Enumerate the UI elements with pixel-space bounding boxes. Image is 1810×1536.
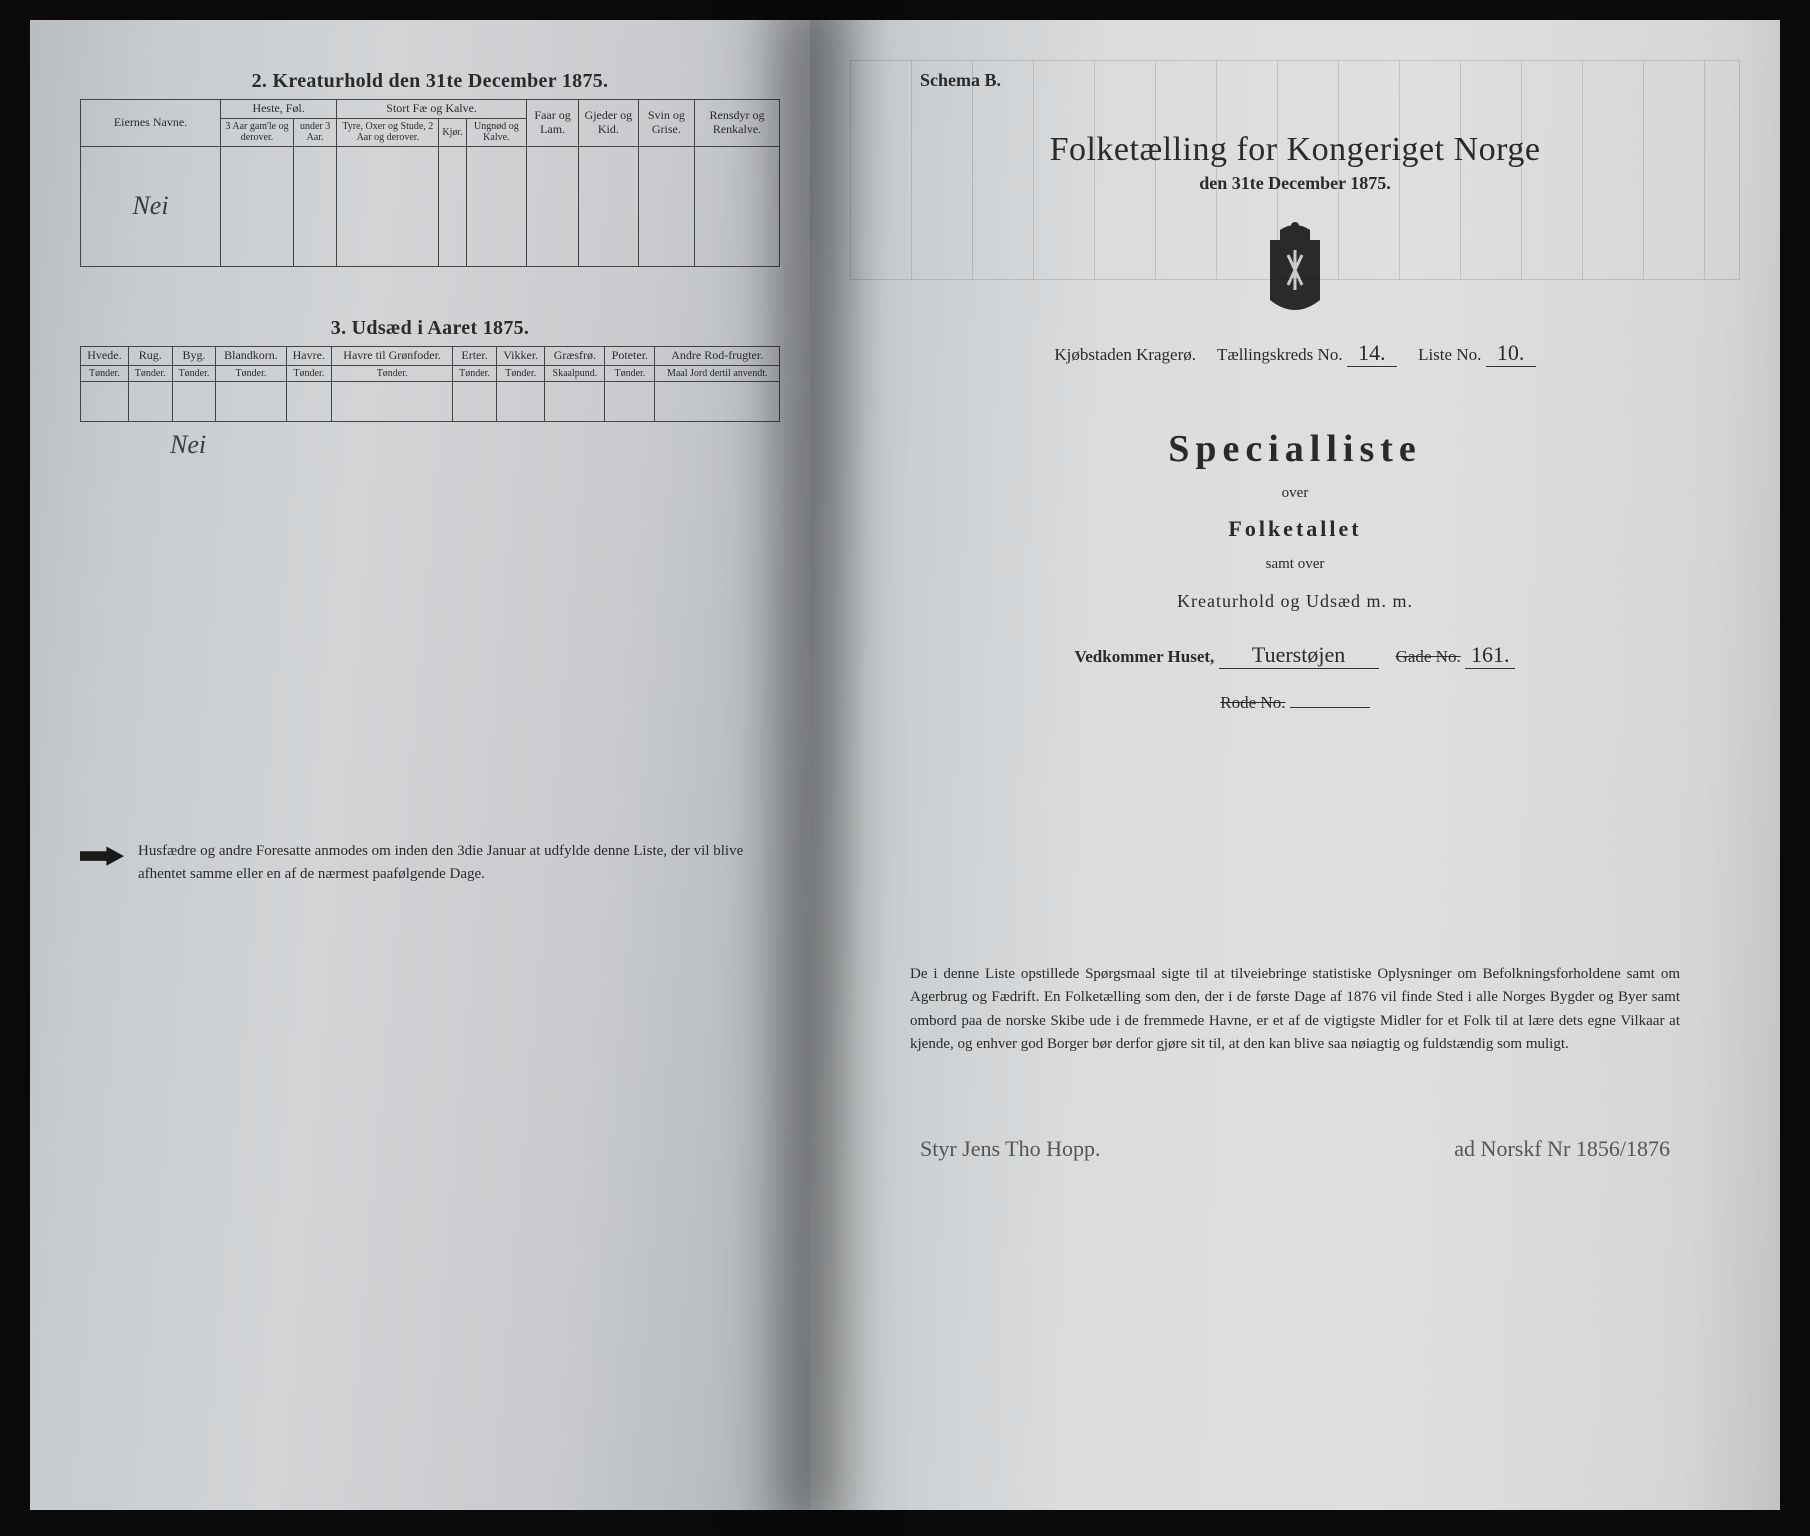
col-byg: Byg. (172, 346, 216, 365)
unit-skaal: Skaalpund. (545, 365, 605, 382)
kreatur-line: Kreaturhold og Udsæd m. m. (880, 591, 1710, 612)
col-erter: Erter. (453, 346, 497, 365)
unit: Tønder. (332, 365, 453, 382)
district-line: Kjøbstaden Kragerø. Tællingskreds No. 14… (880, 340, 1710, 367)
col-h2: under 3 Aar. (294, 118, 337, 146)
unit: Tønder. (286, 365, 332, 382)
table-row: Tønder. Tønder. Tønder. Tønder. Tønder. … (81, 365, 780, 382)
sig-right: ad Norskf Nr 1856/1876 (1454, 1136, 1670, 1162)
col-eier: Eiernes Navne. (81, 100, 221, 147)
liste-label: Liste No. (1418, 345, 1481, 364)
unit: Tønder. (128, 365, 172, 382)
col-gjed: Gjeder og Kid. (579, 100, 639, 147)
tkreds-value: 14. (1347, 340, 1397, 367)
sig-left: Styr Jens Tho Hopp. (920, 1136, 1101, 1162)
footnote-text: Husfædre og andre Foresatte anmodes om i… (138, 840, 780, 885)
unit: Tønder. (216, 365, 286, 382)
col-vikker: Vikker. (496, 346, 545, 365)
samt-over: samt over (880, 556, 1710, 573)
table-row: Hvede. Rug. Byg. Blandkorn. Havre. Havre… (81, 346, 780, 365)
col-rens: Rensdyr og Renkalve. (695, 100, 780, 147)
row1-value: Nei (81, 146, 221, 266)
col-bland: Blandkorn. (216, 346, 286, 365)
section2-title: 2. Kreaturhold den 31te December 1875. (80, 70, 780, 93)
section3-title: 3. Udsæd i Aaret 1875. (80, 317, 780, 340)
col-poteter: Poteter. (605, 346, 655, 365)
footnote: Husfædre og andre Foresatte anmodes om i… (80, 840, 780, 885)
col-s2: Kjør. (439, 118, 466, 146)
grp-heste: Heste, Føl. (221, 100, 337, 119)
udsaed-value: Nei (170, 430, 780, 460)
col-havregr: Havre til Grønfoder. (332, 346, 453, 365)
census-title: Folketælling for Kongeriget Norge (880, 131, 1710, 169)
house-line: Vedkommer Huset, Tuerstøjen Gade No. 161… (880, 642, 1710, 669)
col-svin: Svin og Grise. (638, 100, 694, 147)
col-s1: Tyre, Oxer og Stude, 2 Aar og derover. (337, 118, 439, 146)
col-s3: Ungnød og Kalve. (466, 118, 526, 146)
kjobstad-label: Kjøbstaden Kragerø. (1054, 345, 1196, 364)
unit: Tønder. (172, 365, 216, 382)
vedk-label: Vedkommer Huset, (1075, 647, 1215, 666)
rode-value (1290, 707, 1370, 708)
rode-line: Rode No. (880, 693, 1710, 713)
col-faar: Faar og Lam. (527, 100, 579, 147)
coat-of-arms-icon (1250, 220, 1340, 320)
grp-stort: Stort Fæ og Kalve. (337, 100, 527, 119)
tkreds-label: Tællingskreds No. (1217, 345, 1343, 364)
instructions-paragraph: De i denne Liste opstillede Spørgsmaal s… (910, 963, 1680, 1056)
right-page: Schema B. Folketælling for Kongeriget No… (810, 20, 1780, 1510)
col-h1: 3 Aar gam'le og derover. (221, 118, 294, 146)
table-row: Nei (81, 146, 780, 266)
unit: Tønder. (453, 365, 497, 382)
gade-label: Gade No. (1396, 647, 1461, 666)
over1: over (880, 485, 1710, 502)
liste-value: 10. (1486, 340, 1536, 367)
scanned-book-spread: 2. Kreaturhold den 31te December 1875. E… (30, 20, 1780, 1510)
unit: Tønder. (81, 365, 129, 382)
rode-label: Rode No. (1220, 693, 1285, 712)
schema-label: Schema B. (920, 70, 1710, 91)
signatures: Styr Jens Tho Hopp. ad Norskf Nr 1856/18… (880, 1136, 1710, 1162)
unit: Tønder. (605, 365, 655, 382)
col-rug: Rug. (128, 346, 172, 365)
col-rodfr: Andre Rod-frugter. (655, 346, 780, 365)
unit-maal: Maal Jord dertil anvendt. (655, 365, 780, 382)
udsaed-table: Hvede. Rug. Byg. Blandkorn. Havre. Havre… (80, 346, 780, 422)
col-havre: Havre. (286, 346, 332, 365)
left-page: 2. Kreaturhold den 31te December 1875. E… (30, 20, 810, 1510)
specialliste-heading: Specialliste (880, 427, 1710, 471)
col-hvede: Hvede. (81, 346, 129, 365)
table-row (81, 382, 780, 422)
gade-value: 161. (1465, 642, 1516, 669)
census-date: den 31te December 1875. (880, 173, 1710, 194)
folketallet: Folketallet (880, 516, 1710, 542)
pointing-hand-icon (80, 844, 124, 868)
kreaturhold-table: Eiernes Navne. Heste, Føl. Stort Fæ og K… (80, 99, 780, 267)
unit: Tønder. (496, 365, 545, 382)
col-graes: Græsfrø. (545, 346, 605, 365)
vedk-value: Tuerstøjen (1219, 642, 1379, 669)
